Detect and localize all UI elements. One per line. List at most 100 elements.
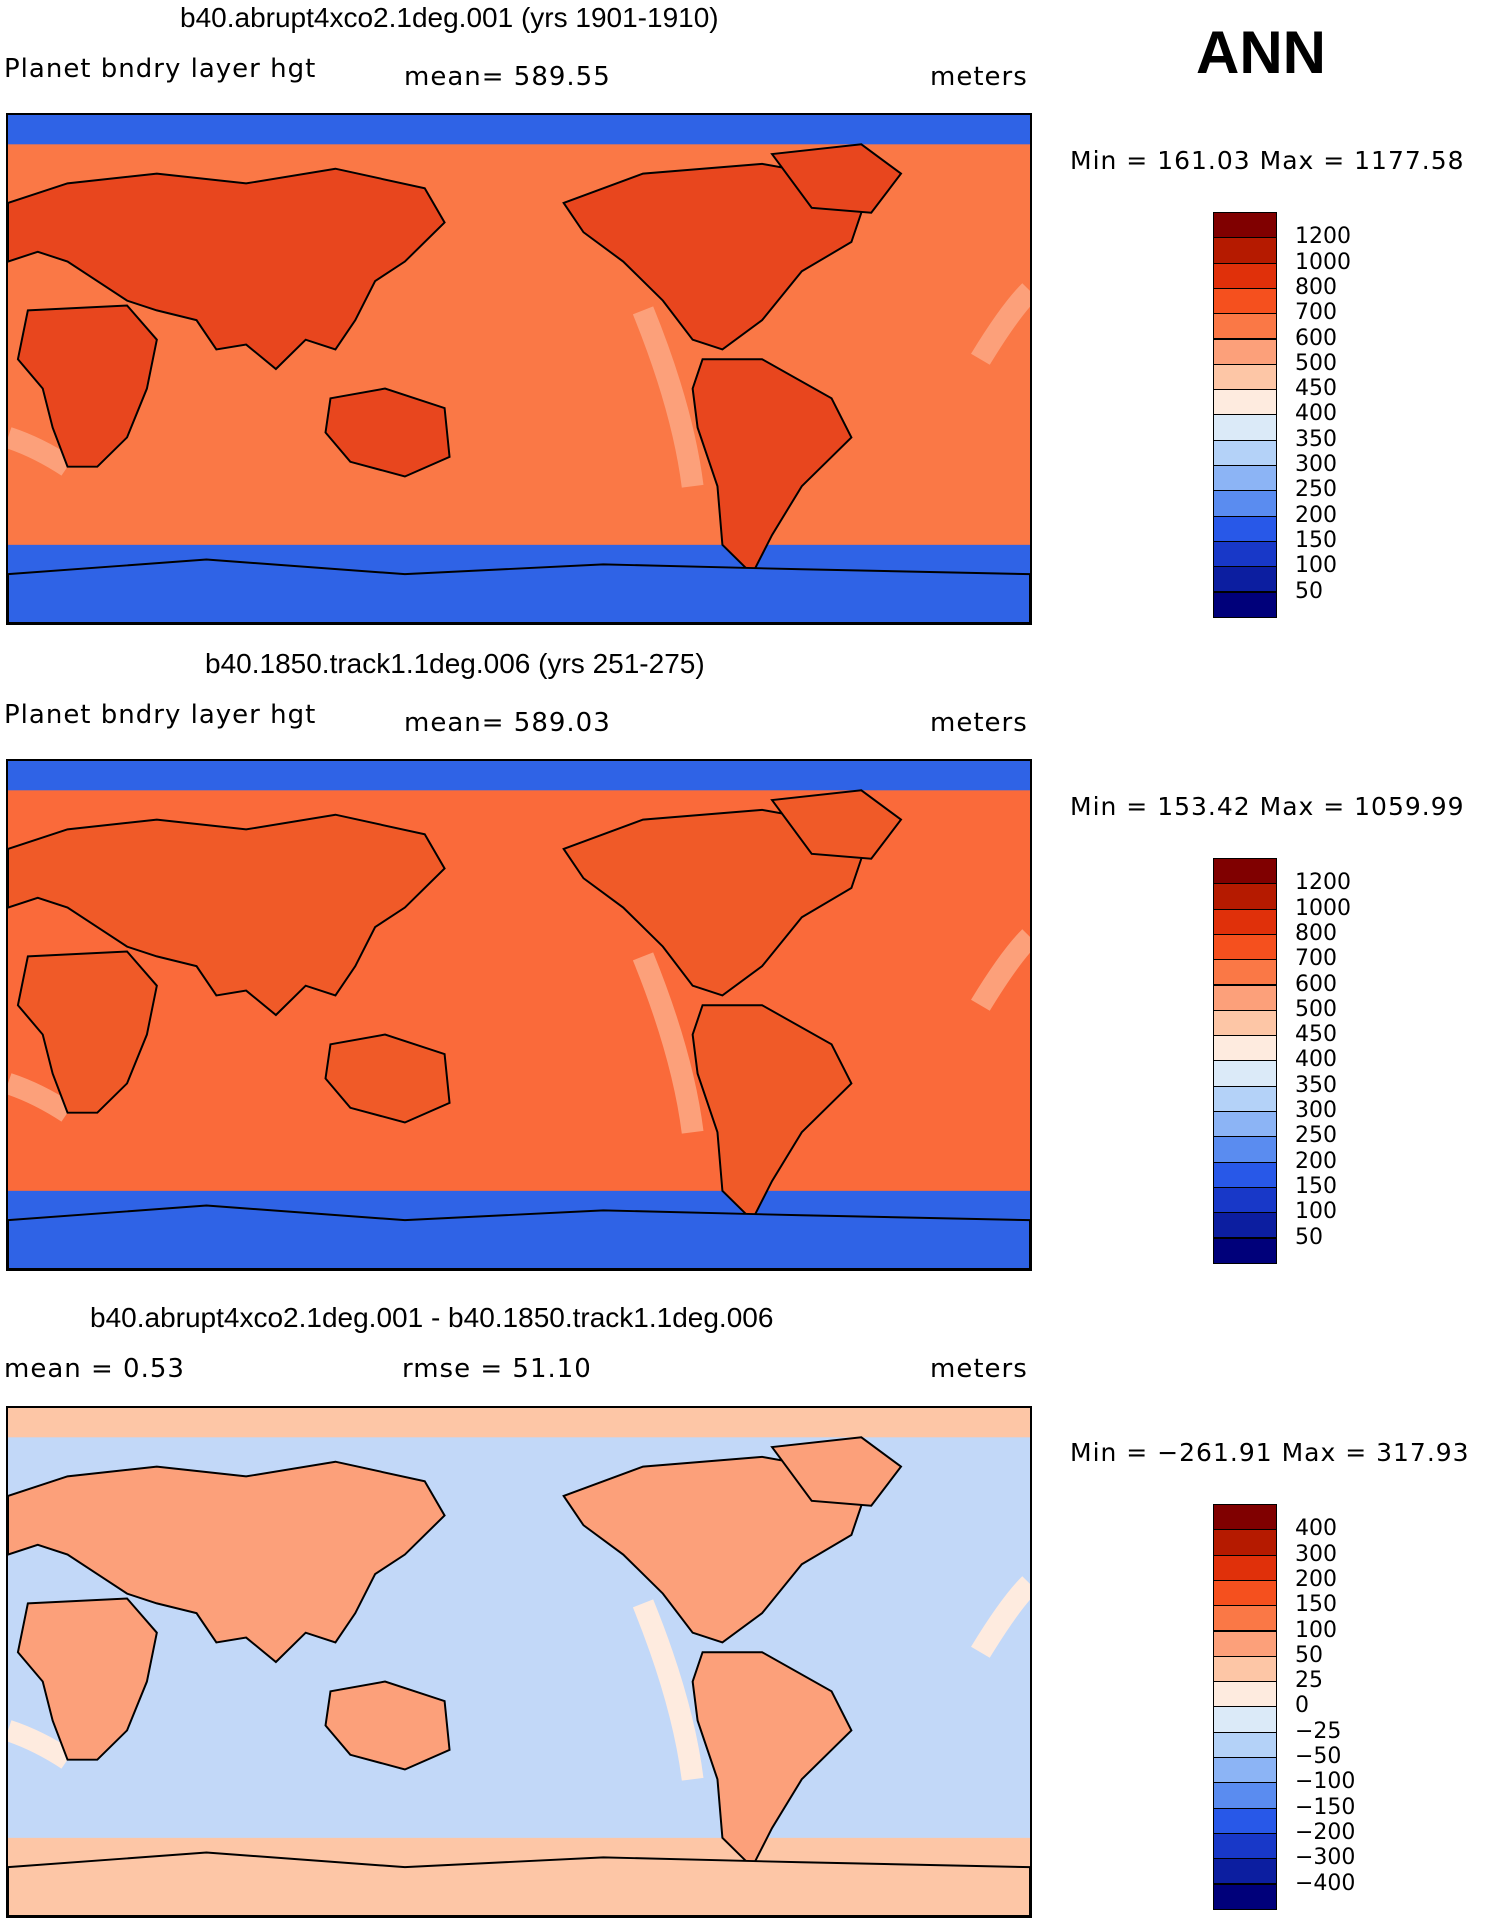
continent-outline xyxy=(16,950,158,1114)
colorbar-label: 350 xyxy=(1295,426,1337,452)
colorbar-swatch xyxy=(1213,338,1277,365)
colorbar-swatch xyxy=(1213,1085,1277,1112)
panel-1-variable: Planet bndry layer hgt xyxy=(4,54,317,84)
panel-2-map xyxy=(6,759,1032,1271)
colorbar-label: 500 xyxy=(1295,350,1337,376)
colorbar-swatch xyxy=(1213,1579,1277,1607)
colorbar-swatch xyxy=(1213,1858,1277,1885)
colorbar-label: 300 xyxy=(1295,452,1337,477)
continent-outline xyxy=(324,1680,451,1771)
colorbar-swatch xyxy=(1213,984,1277,1011)
colorbar-swatch xyxy=(1213,515,1277,542)
colorbar-label: −400 xyxy=(1295,1870,1356,1896)
colorbar-swatch xyxy=(1213,1212,1277,1239)
colorbar-swatch xyxy=(1213,389,1277,416)
world-map-svg xyxy=(8,1408,1030,1916)
continent-outline xyxy=(8,167,446,371)
panel-3-rmse: rmse = 51.10 xyxy=(402,1354,592,1384)
continent-outline xyxy=(562,162,873,351)
colorbar-label: 400 xyxy=(1295,1516,1337,1542)
colorbar-swatch xyxy=(1213,363,1277,391)
continent-outline xyxy=(770,789,903,860)
colorbar-swatch xyxy=(1213,540,1277,568)
panel-2-title: b40.1850.track1.1deg.006 (yrs 251-275) xyxy=(205,648,705,679)
continent-outline xyxy=(691,1004,853,1222)
colorbar-swatch xyxy=(1213,1161,1277,1188)
continent-outline xyxy=(8,1851,1030,1916)
colorbar-swatch xyxy=(1213,1186,1277,1214)
colorbar-swatch xyxy=(1213,1832,1277,1860)
colorbar-swatch xyxy=(1213,933,1277,961)
coastal-band xyxy=(8,1720,74,1769)
panel-2-minmax: Min = 153.42 Max = 1059.99 xyxy=(1070,792,1465,821)
coastal-band xyxy=(8,427,74,476)
colorbar-swatch xyxy=(1213,1605,1277,1632)
panel-2-variable: Planet bndry layer hgt xyxy=(4,700,317,730)
colorbar-swatch xyxy=(1213,1060,1277,1087)
colorbar-label: 700 xyxy=(1295,300,1337,326)
panel-2-units: meters xyxy=(930,708,1028,738)
colorbar-label: 200 xyxy=(1295,502,1337,528)
continent-outline xyxy=(8,813,446,1017)
colorbar-label: 1200 xyxy=(1295,224,1351,250)
colorbar-label: 25 xyxy=(1295,1668,1323,1694)
colorbar-label: 50 xyxy=(1295,1224,1323,1250)
continent-outline xyxy=(8,1204,1030,1269)
coastal-band xyxy=(632,1599,704,1781)
continent-outline xyxy=(8,1460,446,1664)
panel-2-mean: mean= 589.03 xyxy=(404,708,611,738)
colorbar-swatch xyxy=(1213,1111,1277,1138)
colorbar-label: 300 xyxy=(1295,1098,1337,1123)
colorbar-swatch xyxy=(1213,1883,1277,1910)
colorbar-swatch xyxy=(1213,1529,1277,1556)
coastal-band xyxy=(971,1576,1030,1658)
colorbar-label: 50 xyxy=(1295,578,1323,604)
colorbar-label: 0 xyxy=(1295,1693,1309,1719)
coastal-band xyxy=(632,306,704,488)
colorbar-label: 200 xyxy=(1295,1148,1337,1174)
colorbar-swatch xyxy=(1213,959,1277,986)
continent-outline xyxy=(770,1436,903,1507)
colorbar-swatch xyxy=(1213,1706,1277,1733)
colorbar-swatch xyxy=(1213,439,1277,466)
season-label: ANN xyxy=(1196,19,1326,86)
colorbar-swatch xyxy=(1213,566,1277,593)
colorbar-label: 800 xyxy=(1295,274,1337,300)
colorbar-swatch xyxy=(1213,1136,1277,1163)
colorbar-swatch xyxy=(1213,414,1277,441)
colorbar-label: 150 xyxy=(1295,1173,1337,1199)
coastal-band xyxy=(971,283,1030,365)
panel-1-map xyxy=(6,113,1032,625)
colorbar-label: 100 xyxy=(1295,1199,1337,1225)
colorbar-swatch xyxy=(1213,1655,1277,1683)
colorbar-label: 250 xyxy=(1295,477,1337,503)
colorbar-swatch xyxy=(1213,908,1277,935)
continent-outline xyxy=(324,387,451,478)
polar-band xyxy=(8,761,1030,791)
colorbar-swatch xyxy=(1213,465,1277,492)
continent-outline xyxy=(562,808,873,997)
colorbar-label: −150 xyxy=(1295,1794,1356,1820)
panel-3-title: b40.abrupt4xco2.1deg.001 - b40.1850.trac… xyxy=(90,1302,774,1333)
colorbar-label: 450 xyxy=(1295,376,1337,402)
colorbar-swatch xyxy=(1213,490,1277,517)
continent-outline xyxy=(16,1597,158,1761)
continent-outline xyxy=(691,1651,853,1869)
panel-3-mean: mean = 0.53 xyxy=(4,1354,185,1384)
colorbar-label: −25 xyxy=(1295,1718,1342,1744)
colorbar-label: −200 xyxy=(1295,1819,1356,1845)
colorbar-swatch xyxy=(1213,1731,1277,1758)
panel-1-mean: mean= 589.55 xyxy=(404,62,611,92)
polar-band xyxy=(8,1408,1030,1438)
continent-outline xyxy=(8,558,1030,623)
colorbar-swatch xyxy=(1213,262,1277,289)
colorbar-label: 600 xyxy=(1295,325,1337,351)
colorbar-label: 250 xyxy=(1295,1123,1337,1149)
colorbar-swatch xyxy=(1213,237,1277,264)
colorbar-swatch xyxy=(1213,1807,1277,1834)
continent-outline xyxy=(562,1455,873,1644)
colorbar-label: 500 xyxy=(1295,996,1337,1022)
colorbar-swatch xyxy=(1213,1035,1277,1062)
colorbar-label: −50 xyxy=(1295,1744,1342,1769)
colorbar-label: 350 xyxy=(1295,1072,1337,1098)
